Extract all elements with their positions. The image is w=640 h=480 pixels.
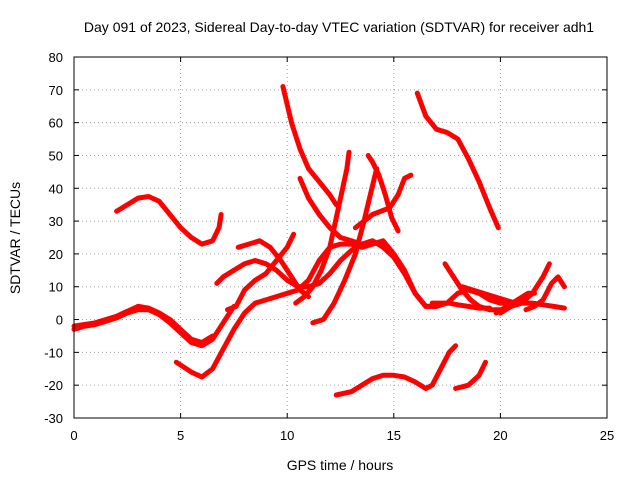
series-line-s3 [114, 194, 224, 247]
x-tick-label: 10 [280, 428, 294, 443]
y-tick-label: -30 [44, 411, 63, 426]
y-tick-label: 0 [56, 313, 63, 328]
x-tick-label: 20 [493, 428, 507, 443]
x-tick-label: 25 [600, 428, 614, 443]
y-tick-label: -10 [44, 345, 63, 360]
series-line-s18 [453, 359, 488, 391]
series-line-s15 [414, 90, 501, 231]
y-tick-label: 60 [49, 116, 63, 131]
series-line-s21 [523, 274, 567, 313]
y-tick-label: 10 [49, 280, 63, 295]
chart-title: Day 091 of 2023, Sidereal Day-to-day VTE… [84, 19, 594, 35]
y-tick-label: 40 [49, 181, 63, 196]
series-line-s2 [71, 303, 216, 345]
y-tick-label: 20 [49, 247, 63, 262]
y-axis-label: SDTVAR / TECUs [7, 182, 23, 294]
y-tick-label: 50 [49, 148, 63, 163]
x-tick-label: 0 [70, 428, 77, 443]
series-line-s7 [235, 238, 311, 300]
y-tick-label: 30 [49, 214, 63, 229]
series-line-s17 [429, 300, 493, 311]
series-line-s6 [225, 231, 297, 313]
series-line-s13 [352, 172, 414, 231]
series-line-s14 [333, 343, 459, 398]
series-line-s5 [214, 238, 439, 309]
y-tick-label: 80 [49, 50, 63, 65]
series-line-s12 [365, 153, 401, 234]
series-line-s9 [293, 149, 352, 306]
plot-frame [73, 56, 608, 419]
x-tick-label: 5 [177, 428, 184, 443]
ticks: 0 5 10 15 20 25 -30 -20 -10 0 10 20 30 40 50 60 70 80 [44, 50, 614, 443]
series-line-s22 [493, 290, 537, 316]
y-tick-label: -20 [44, 378, 63, 393]
plot-lines [71, 84, 567, 398]
series-line-s8 [280, 84, 339, 208]
y-tick-label: 70 [49, 83, 63, 98]
series-line-s11 [310, 166, 380, 326]
x-axis-label: GPS time / hours [287, 457, 394, 473]
x-tick-label: 15 [387, 428, 401, 443]
